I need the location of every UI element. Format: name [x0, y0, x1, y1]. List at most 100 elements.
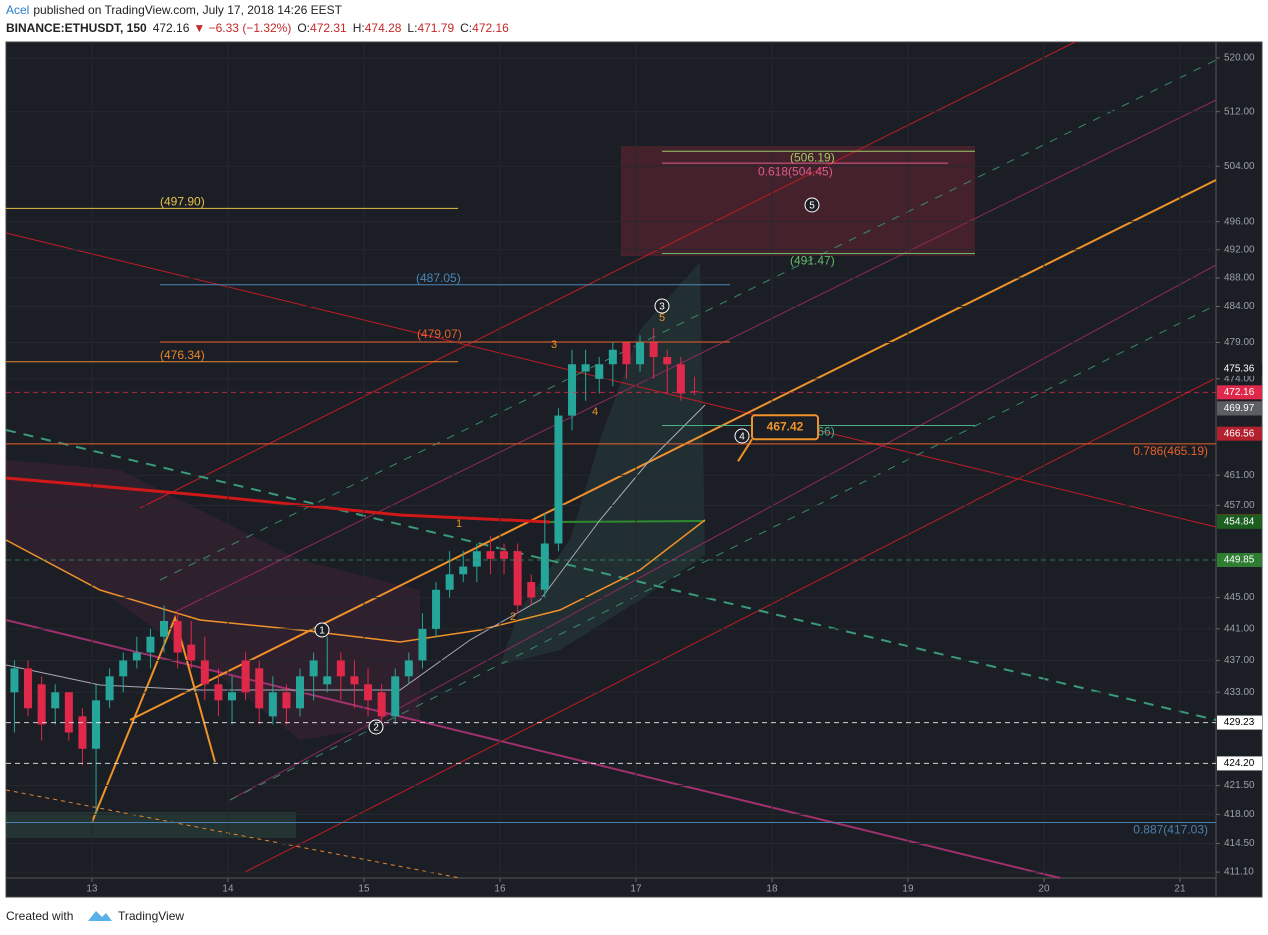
price-tag-label: 429.23 [1224, 717, 1255, 728]
candle-body [200, 660, 209, 685]
candle-body [160, 621, 169, 637]
candle-body [364, 684, 373, 701]
plot: (497.90) (487.05) (479.07) (476.34) (506.19)… [5, 41, 1217, 879]
trend-line [129, 179, 1217, 721]
trend-line [139, 41, 1076, 509]
candle-body [554, 415, 563, 544]
candle-body [173, 621, 182, 653]
level-label: 0.786(465.19) [1133, 444, 1208, 458]
candle-body [323, 676, 332, 685]
wave-circle [368, 719, 384, 735]
minor-wave-label: 3 [551, 339, 557, 351]
wave-label: 3 [659, 302, 665, 313]
y-tick-label: 411.10 [1224, 867, 1254, 878]
c-value: 472.16 [472, 21, 509, 35]
price-tag [1217, 514, 1262, 529]
l-value: 471.79 [417, 21, 454, 35]
channel-line [5, 429, 1217, 721]
x-tick-label: 16 [494, 884, 506, 895]
candle-body [105, 676, 114, 701]
price-tag-label: 469.97 [1224, 403, 1255, 414]
level-label: 0.887(417.03) [1133, 823, 1208, 837]
level-label: (506.19) [790, 150, 835, 164]
moving-average [5, 404, 706, 691]
y-tick-label: 474.00 [1224, 373, 1255, 384]
candle-body [296, 676, 305, 709]
candle-body [268, 692, 277, 717]
trend-line [244, 377, 1217, 873]
candle-body [432, 589, 441, 629]
candle-body [350, 676, 359, 685]
minor-wave-label: 2 [510, 611, 516, 623]
candle-body [336, 660, 345, 677]
footer-brand[interactable]: TradingView [118, 909, 184, 923]
h-value: 474.28 [365, 21, 402, 35]
wave-line [91, 614, 216, 823]
published: published on TradingView.com, July 17, 2… [33, 3, 342, 17]
x-tick-label: 13 [86, 884, 98, 895]
candle-body [228, 692, 237, 701]
candle-body [255, 668, 264, 709]
candle-body [581, 364, 590, 372]
level-label: (479.07) [417, 327, 462, 341]
wave-label: 2 [373, 723, 379, 734]
y-tick-label: 492.00 [1224, 244, 1255, 255]
candle-body [568, 364, 577, 416]
y-tick-label: 512.00 [1224, 106, 1255, 117]
trend-line [5, 232, 1217, 528]
target-label: 467.42 [767, 419, 804, 433]
price-tag [1217, 553, 1262, 568]
candle-body [282, 692, 291, 709]
wave-label: 1 [319, 626, 325, 637]
y-tick-label: 441.00 [1224, 623, 1255, 634]
candle-body [309, 660, 318, 677]
candle-body [214, 684, 223, 701]
x-tick-label: 14 [222, 884, 234, 895]
level-label: (476.34) [160, 348, 205, 362]
candle-body [595, 364, 604, 379]
candle-body [78, 716, 87, 749]
price-tag-label: 466.56 [1224, 428, 1255, 439]
channel-line [5, 789, 461, 879]
channel-line [229, 304, 1217, 801]
candle-body [608, 349, 617, 365]
target-pointer [737, 438, 753, 462]
y-tick-label: 445.00 [1224, 592, 1255, 603]
wave-label: 5 [809, 201, 815, 212]
minor-wave-label: 1 [456, 518, 462, 530]
zone [6, 812, 296, 838]
target-zone [621, 146, 975, 256]
level-label: (487.05) [416, 271, 461, 285]
c-label: C: [460, 21, 472, 35]
candle-body [24, 668, 33, 709]
candle-body [636, 342, 645, 365]
l-label: L: [407, 21, 417, 35]
y-tick-label: 461.00 [1224, 470, 1255, 481]
trend-line [5, 619, 1061, 879]
candle-body [459, 566, 468, 575]
candle-body [51, 692, 60, 709]
author: Acel [6, 3, 29, 17]
wave-circle [734, 428, 750, 444]
moving-average [5, 519, 706, 643]
x-tick-label: 15 [358, 884, 370, 895]
candle-body [37, 684, 46, 725]
x-tick-label: 21 [1174, 884, 1186, 895]
level-label: 0.618(504.45) [758, 164, 833, 178]
o-label: O: [297, 21, 310, 35]
target-box [751, 414, 819, 441]
candle-body [472, 551, 481, 567]
y-tick-label: 479.00 [1224, 337, 1255, 348]
header-line: Acel published on TradingView.com, July 1… [6, 3, 343, 17]
footer-text: Created with [6, 909, 73, 923]
trend-line [174, 99, 1217, 613]
candle-body [486, 551, 495, 559]
minor-wave-label: 4 [592, 406, 598, 418]
y-tick-label: 496.00 [1224, 216, 1255, 227]
wave-circle [654, 298, 670, 314]
price-tag [1217, 426, 1262, 441]
price-tag [1217, 385, 1262, 400]
candle-body [676, 364, 685, 394]
candle-body [663, 356, 672, 365]
y-tick-label: 437.00 [1224, 655, 1255, 666]
